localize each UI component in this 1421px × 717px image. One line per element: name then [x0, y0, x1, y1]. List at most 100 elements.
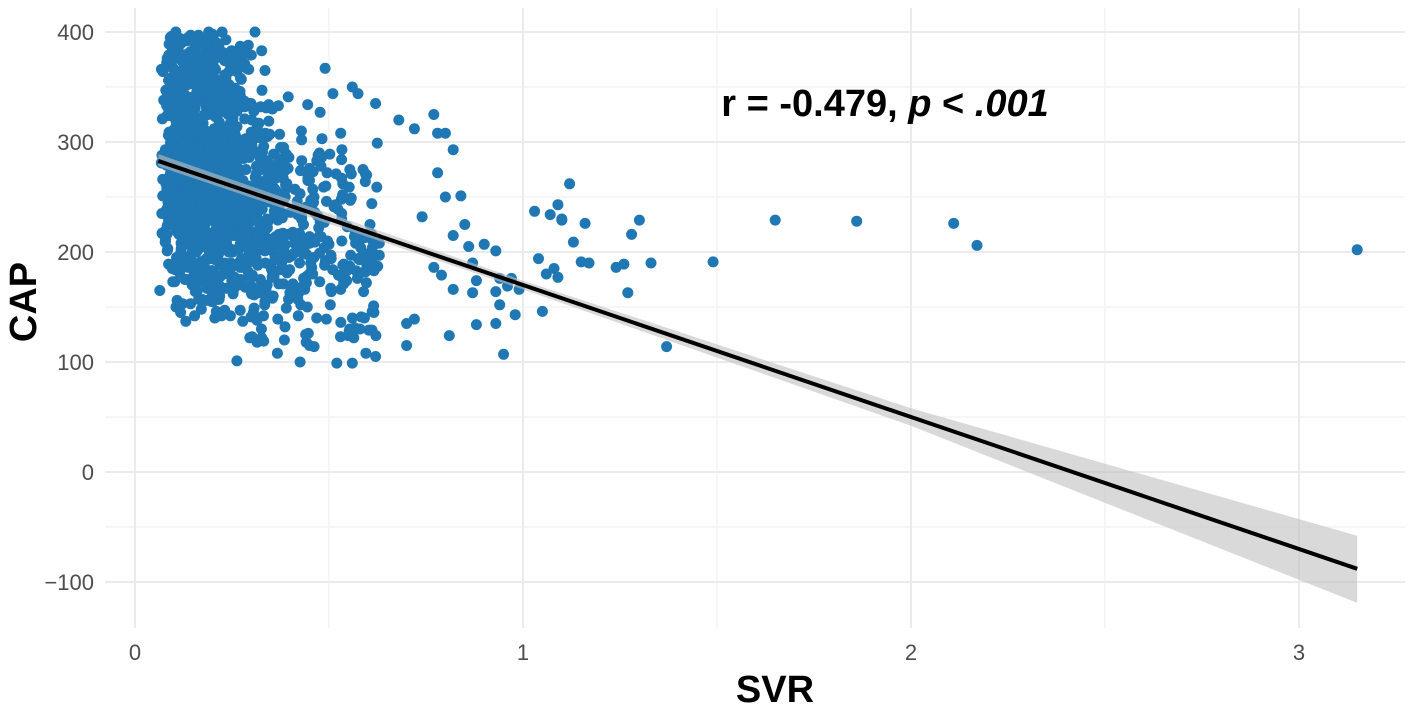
- data-point: [227, 285, 239, 296]
- data-point: [296, 134, 308, 146]
- data-point: [286, 249, 298, 261]
- data-point: [235, 135, 247, 147]
- data-point: [216, 258, 228, 270]
- y-tick-label: 100: [57, 350, 94, 375]
- data-point: [167, 276, 179, 288]
- data-point: [327, 88, 339, 100]
- data-point: [323, 238, 335, 250]
- data-point: [346, 357, 358, 369]
- data-point: [162, 83, 174, 95]
- data-point: [370, 98, 382, 109]
- data-point: [216, 26, 228, 38]
- data-point: [447, 144, 459, 156]
- data-point: [234, 304, 246, 316]
- data-point: [168, 103, 180, 115]
- data-point: [298, 219, 309, 230]
- data-point: [163, 38, 175, 50]
- data-point: [306, 261, 318, 273]
- data-point: [1351, 244, 1363, 256]
- data-point: [256, 45, 268, 57]
- data-point: [255, 164, 267, 175]
- data-point: [272, 252, 284, 263]
- data-point: [177, 138, 188, 150]
- data-point: [248, 105, 260, 117]
- data-point: [335, 127, 347, 139]
- data-point: [556, 213, 568, 225]
- data-point: [336, 144, 348, 156]
- data-point: [165, 137, 177, 149]
- data-point: [175, 243, 187, 255]
- data-point: [294, 257, 306, 269]
- data-point: [256, 147, 268, 159]
- confidence-band-area: [158, 154, 1358, 603]
- data-point: [202, 182, 214, 194]
- y-axis-title: CAP: [3, 262, 45, 342]
- data-point: [207, 286, 219, 298]
- data-point: [261, 222, 273, 234]
- data-point: [300, 277, 312, 289]
- y-tick-label: 0: [82, 460, 94, 485]
- data-point: [259, 245, 271, 257]
- data-point: [197, 112, 209, 124]
- x-tick-label: 0: [129, 640, 141, 665]
- data-point: [216, 310, 227, 322]
- data-point: [292, 310, 304, 322]
- data-point: [552, 271, 564, 283]
- data-point: [259, 296, 271, 307]
- data-point: [336, 235, 348, 247]
- data-point: [219, 55, 231, 67]
- data-point: [157, 173, 169, 185]
- data-point: [478, 238, 490, 250]
- data-point: [182, 261, 194, 273]
- annotation-p-value: .001: [975, 83, 1049, 125]
- data-point: [272, 100, 284, 112]
- data-point: [186, 247, 198, 259]
- data-point: [428, 261, 440, 273]
- data-point: [201, 294, 213, 306]
- data-point: [234, 85, 246, 97]
- data-point: [354, 323, 366, 335]
- data-point: [185, 78, 197, 90]
- data-point: [408, 123, 420, 135]
- data-point: [295, 165, 306, 177]
- data-point: [279, 321, 291, 333]
- data-point: [401, 340, 413, 351]
- data-point: [189, 286, 201, 298]
- data-point: [232, 244, 244, 256]
- data-point: [246, 139, 258, 151]
- data-point: [342, 330, 354, 342]
- data-point: [509, 309, 521, 321]
- data-point: [162, 95, 174, 107]
- data-point: [321, 195, 332, 207]
- data-point: [360, 347, 372, 359]
- data-point: [235, 73, 247, 85]
- data-point: [536, 305, 548, 317]
- data-point: [184, 55, 196, 67]
- data-point: [191, 232, 203, 244]
- data-point: [295, 125, 307, 137]
- data-point: [294, 356, 306, 368]
- data-point: [312, 149, 324, 161]
- data-point: [533, 253, 544, 265]
- data-point: [211, 221, 223, 233]
- data-point: [304, 340, 316, 351]
- data-point: [371, 181, 383, 193]
- data-point: [432, 127, 444, 139]
- data-point: [209, 82, 221, 94]
- data-point: [155, 63, 167, 75]
- data-point: [320, 180, 332, 192]
- data-point: [343, 181, 355, 193]
- data-point: [305, 194, 317, 206]
- data-point: [307, 183, 319, 195]
- data-point: [161, 245, 173, 257]
- data-point: [186, 214, 198, 226]
- data-point: [199, 275, 211, 287]
- x-tick-label: 1: [517, 640, 529, 665]
- data-point: [319, 62, 331, 74]
- data-point: [769, 214, 781, 226]
- data-point: [254, 274, 266, 285]
- data-point: [192, 33, 204, 45]
- data-point: [346, 81, 358, 93]
- data-point: [633, 214, 645, 226]
